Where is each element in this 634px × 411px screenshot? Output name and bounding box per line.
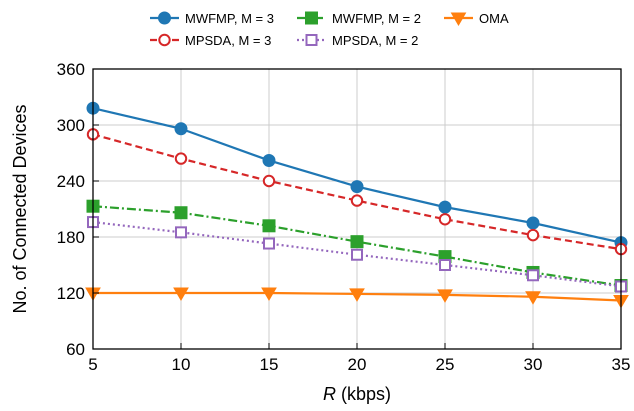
x-tick-label: 35 (612, 355, 631, 374)
legend-label: MWFMP, M = 2 (332, 11, 421, 26)
data-point (527, 269, 539, 282)
legend-entry: MPSDA, M = 2 (297, 33, 418, 48)
data-point (262, 174, 276, 188)
legend-entry: MWFMP, M = 2 (297, 11, 421, 26)
x-tick-label: 25 (436, 355, 455, 374)
data-point (174, 122, 188, 136)
legend: MWFMP, M = 3 MWFMP, M = 2 OMA MPSDA, M = 3 M… (150, 11, 509, 48)
y-tick-label: 60 (66, 340, 85, 359)
data-point (261, 287, 277, 301)
legend-marker (450, 12, 467, 26)
gridlines (92, 68, 622, 350)
data-point (350, 235, 364, 249)
legend-marker (305, 11, 318, 25)
data-point (438, 200, 452, 214)
legend-label: MPSDA, M = 2 (332, 33, 418, 48)
x-tick-label: 20 (348, 355, 367, 374)
data-point (438, 213, 452, 226)
y-tick-label: 300 (57, 116, 85, 135)
data-point (349, 288, 365, 302)
data-point (262, 153, 276, 167)
y-axis-title: No. of Connected Devices (10, 104, 30, 313)
data-point (263, 237, 275, 250)
x-axis-title: R (kbps) (323, 384, 391, 404)
legend-marker (158, 11, 171, 25)
y-tick-label: 120 (57, 284, 85, 303)
data-point (525, 291, 541, 305)
axis-ticks: 5 10 15 20 25 30 35 60 120 180 240 300 360 (57, 60, 631, 374)
data-point (439, 259, 451, 271)
data-point (173, 287, 189, 301)
x-axis-unit: (kbps) (336, 384, 391, 404)
data-point (174, 206, 188, 220)
x-tick-label: 5 (88, 355, 97, 374)
data-point (437, 289, 453, 303)
legend-label: MWFMP, M = 3 (185, 11, 274, 26)
x-axis-symbol: R (323, 384, 336, 404)
y-tick-label: 360 (57, 60, 85, 79)
data-point (350, 194, 364, 207)
data-point (175, 226, 187, 239)
y-tick-label: 180 (57, 228, 85, 247)
y-tick-label: 240 (57, 172, 85, 191)
data-point (351, 248, 363, 261)
legend-label: OMA (479, 11, 509, 26)
legend-entry: MPSDA, M = 3 (150, 33, 271, 48)
series-1 (86, 101, 628, 250)
x-tick-label: 30 (524, 355, 543, 374)
legend-entry: OMA (444, 11, 509, 26)
legend-marker (158, 33, 171, 47)
series-5 (85, 287, 629, 309)
series-2 (86, 128, 628, 256)
legend-entry: MWFMP, M = 3 (150, 11, 274, 26)
legend-label: MPSDA, M = 3 (185, 33, 271, 48)
legend-marker (305, 34, 318, 46)
series-layer (85, 101, 629, 309)
x-tick-label: 10 (172, 355, 191, 374)
data-point (350, 180, 364, 194)
data-point (526, 228, 540, 242)
x-tick-label: 15 (260, 355, 279, 374)
data-point (526, 216, 540, 230)
data-point (262, 219, 276, 233)
data-point (174, 152, 188, 165)
